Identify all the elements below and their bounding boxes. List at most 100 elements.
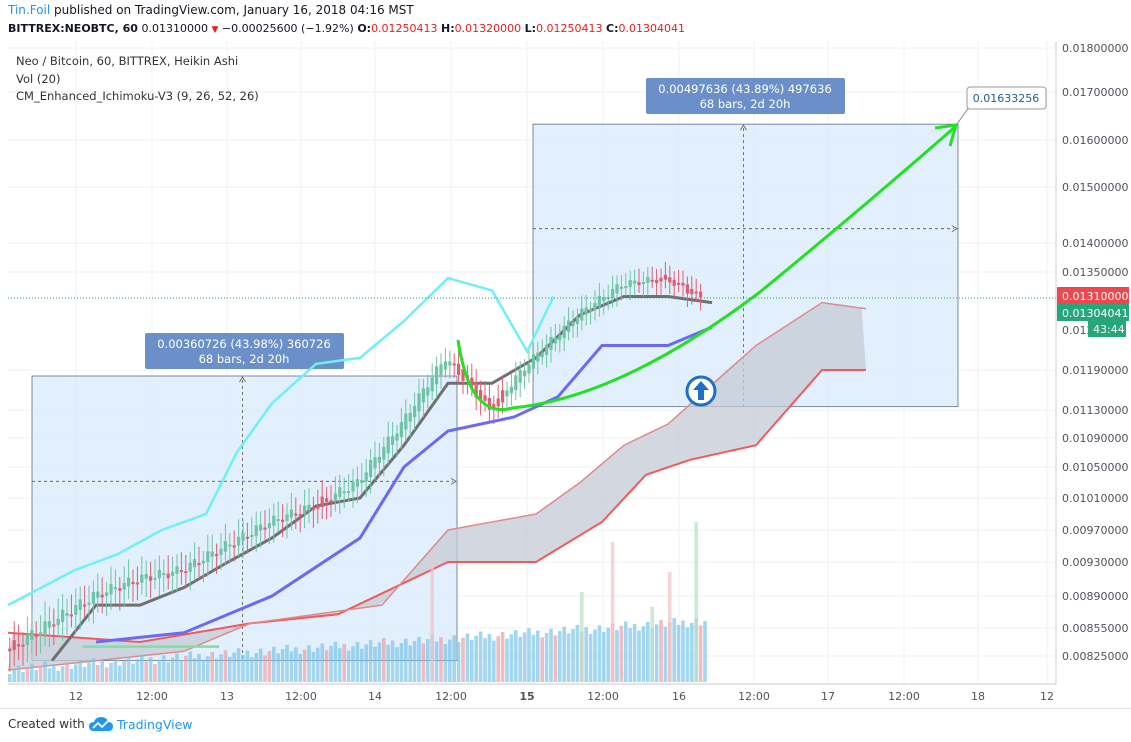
candle-body: [267, 523, 271, 529]
volume-bar: [399, 642, 404, 682]
candle-body: [162, 572, 166, 575]
volume-bar: [470, 640, 474, 682]
tradingview-cloud-icon[interactable]: [88, 715, 114, 739]
candle-body: [184, 571, 188, 574]
candle-body: [39, 632, 43, 636]
volume-bar: [241, 654, 245, 682]
volume-bar: [30, 663, 34, 682]
candle-body: [364, 472, 368, 482]
candle-body: [369, 460, 373, 477]
volume-bar: [412, 641, 417, 682]
candle-body: [668, 277, 672, 283]
candle-body: [611, 288, 615, 299]
volume-spike: [650, 607, 654, 682]
volume-bar: [140, 654, 144, 682]
volume-bar: [184, 655, 188, 682]
volume-bar: [170, 657, 175, 682]
candle-body: [122, 582, 126, 590]
close-price-tag: [1057, 304, 1129, 321]
change-value: −0.00025600 (−1.92%): [221, 22, 354, 35]
candle-body: [307, 504, 311, 511]
price-tick-label: 0.01400000: [1062, 237, 1128, 250]
candle-body: [100, 594, 104, 598]
candle-body: [325, 498, 329, 502]
volume-bar: [298, 653, 302, 682]
volume-bar: [21, 672, 25, 682]
volume-bar: [214, 658, 219, 682]
volume-bar: [43, 661, 47, 682]
candle-body: [342, 491, 346, 494]
measure-arrowhead-up: [740, 124, 747, 131]
candle-body: [298, 514, 302, 517]
time-tick-label: 12:00: [738, 690, 770, 703]
legend-volume[interactable]: Vol (20): [16, 71, 61, 86]
volume-bar: [549, 628, 553, 682]
candle-body: [316, 505, 320, 509]
candle-body: [641, 282, 645, 285]
candle-body: [536, 352, 540, 362]
candle-body: [589, 309, 593, 312]
candle-body: [250, 534, 254, 537]
candle-body: [347, 491, 351, 494]
volume-bar: [637, 630, 641, 682]
volume-bar: [131, 663, 135, 682]
candle-body: [140, 574, 144, 583]
volume-bar: [280, 649, 285, 682]
candle-body: [47, 621, 51, 628]
volume-bar: [500, 631, 505, 682]
volume-bar: [38, 665, 43, 682]
price-tick-label: 0.01010000: [1062, 492, 1128, 505]
candle-body: [527, 364, 531, 374]
candle-body: [338, 487, 342, 498]
candle-body: [171, 571, 175, 576]
volume-bar: [250, 657, 254, 682]
tradingview-brand-link[interactable]: TradingView: [117, 717, 193, 732]
volume-bar: [492, 640, 496, 682]
volume-bar: [324, 650, 329, 682]
high-label: H:: [441, 22, 455, 35]
measure-label-box: [646, 78, 845, 114]
last-price: 0.01310000: [141, 22, 208, 35]
volume-bar: [285, 644, 289, 682]
price-tick-label: 0.00930000: [1062, 556, 1128, 569]
candle-body: [540, 352, 544, 358]
volume-spike: [668, 572, 672, 682]
volume-bar: [245, 650, 250, 682]
volume-bar: [56, 670, 60, 682]
volume-bar: [509, 634, 514, 682]
volume-bar: [478, 631, 483, 682]
volume-bar: [575, 624, 580, 682]
volume-bar: [685, 627, 690, 682]
volume-bar: [566, 633, 571, 682]
volume-bar: [175, 653, 179, 682]
volume-bar: [144, 661, 148, 682]
author-link[interactable]: Tin.Foil: [8, 3, 51, 17]
candle-body: [294, 513, 298, 516]
candle-body: [646, 276, 650, 283]
candle-body: [83, 604, 87, 607]
legend-indicator[interactable]: CM_Enhanced_Ichimoku-V3 (9, 26, 52, 26): [16, 89, 259, 103]
volume-bar: [654, 624, 659, 682]
price-axis[interactable]: 0.01800000 0.01700000 0.01600000 0.01500000…: [1062, 42, 1128, 663]
candle-body: [8, 648, 12, 652]
candle-body: [496, 398, 500, 407]
volume-bar: [584, 627, 588, 682]
price-tick-label: 0.00890000: [1062, 590, 1128, 603]
volume-bar: [113, 658, 118, 682]
open-label: O:: [357, 22, 372, 35]
time-axis[interactable]: 12 12:00 13 12:00 14 12:00 15 12:00 16 12:00 17 12:…: [69, 690, 1054, 703]
candle-body: [65, 613, 69, 616]
time-tick-label: 14: [368, 690, 382, 703]
legend-title[interactable]: Neo / Bitcoin, 60, BITTREX, Heikin Ashi: [16, 54, 239, 68]
chart-area[interactable]: 0.00360726 (43.98%) 360726 68 bars, 2d 20…: [0, 40, 1131, 708]
candle-body: [694, 291, 698, 294]
candle-body: [470, 377, 474, 387]
volume-bar: [364, 644, 368, 682]
candle-body: [333, 493, 337, 501]
volume-bar: [382, 638, 386, 682]
volume-bar: [487, 633, 492, 682]
candle-body: [395, 433, 399, 441]
high-value: 0.01320000: [454, 22, 522, 35]
